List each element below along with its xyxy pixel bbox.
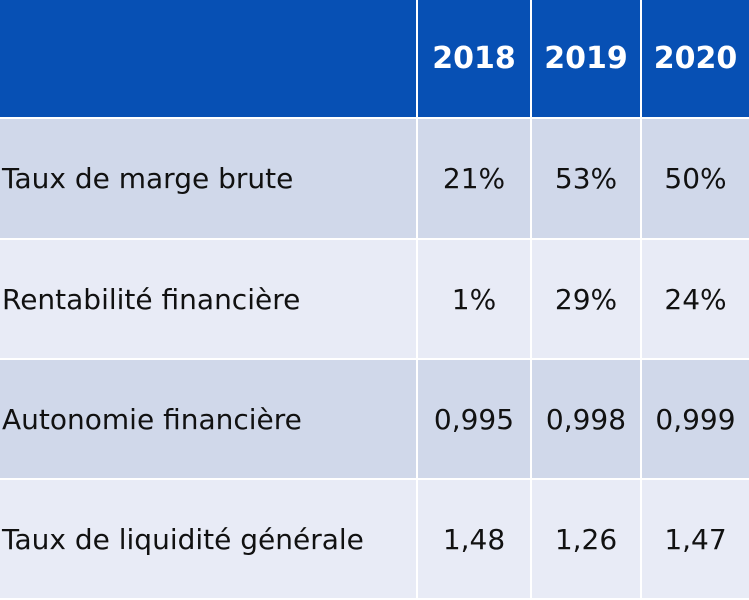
row-label-autonomie-financiere: Autonomie financière — [0, 360, 418, 480]
table-cell: 1,48 — [418, 480, 532, 600]
table-cell: 29% — [532, 240, 642, 360]
header-corner-cell — [0, 0, 418, 119]
table-cell: 1,47 — [642, 480, 749, 600]
table-cell: 50% — [642, 119, 749, 240]
table-cell: 53% — [532, 119, 642, 240]
table-cell: 1,26 — [532, 480, 642, 600]
row-label-taux-de-marge-brute: Taux de marge brute — [0, 119, 418, 240]
table-cell: 0,999 — [642, 360, 749, 480]
table-cell: 1% — [418, 240, 532, 360]
header-year-2018: 2018 — [418, 0, 532, 119]
table-cell: 21% — [418, 119, 532, 240]
table-cell: 24% — [642, 240, 749, 360]
table-cell: 0,998 — [532, 360, 642, 480]
header-year-2020: 2020 — [642, 0, 749, 119]
row-label-taux-de-liquidite-generale: Taux de liquidité générale — [0, 480, 418, 600]
table-cell: 0,995 — [418, 360, 532, 480]
header-year-2019: 2019 — [532, 0, 642, 119]
row-label-rentabilite-financiere: Rentabilité financière — [0, 240, 418, 360]
